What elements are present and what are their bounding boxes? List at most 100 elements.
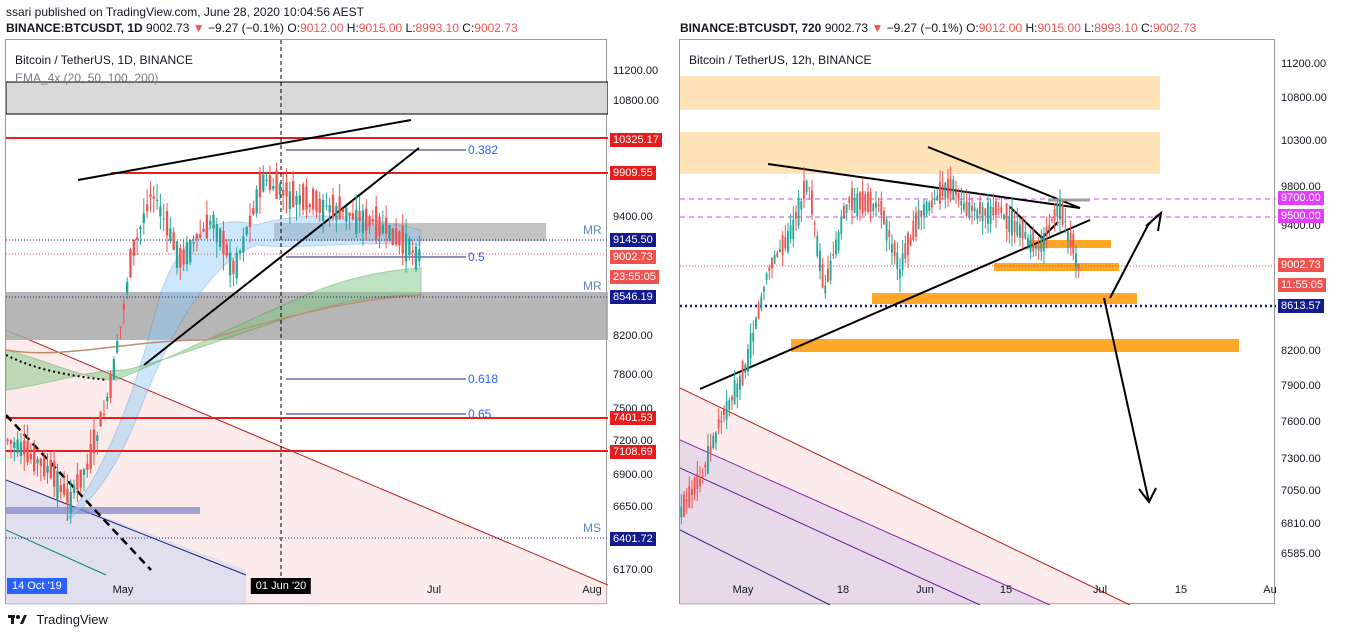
candle-body: [1032, 229, 1035, 252]
candle-body: [733, 380, 736, 405]
candle-body: [288, 191, 292, 209]
candle-body: [13, 442, 16, 449]
candle-body: [228, 252, 232, 276]
candle-body: [381, 224, 384, 234]
candle-body: [755, 317, 757, 329]
candle-body: [843, 206, 845, 219]
candle-body: [963, 203, 965, 210]
left-price-label: 23:55:05: [610, 270, 659, 284]
candle-body: [984, 208, 987, 216]
candle-body: [749, 333, 752, 359]
candle-body: [928, 202, 931, 211]
left-price-axis[interactable]: 11200.00 10800.00 9400.00 8200.00 7800.0…: [607, 39, 669, 604]
candle-body: [1003, 214, 1005, 220]
candle-body: [351, 213, 355, 220]
candle-body: [308, 204, 311, 208]
candle-body: [82, 469, 86, 475]
candle-body: [258, 172, 262, 198]
right-price-label: 11:55:05: [1278, 278, 1327, 292]
right-x-label: 15: [1174, 584, 1188, 596]
left-candles: [6, 162, 421, 524]
right-low: 8993.10: [1094, 21, 1138, 35]
candle-body: [52, 461, 56, 487]
candle-body: [811, 190, 813, 215]
candle-body: [348, 212, 351, 217]
left-low: 8993.10: [415, 21, 459, 35]
candle-body: [725, 401, 728, 420]
candle-body: [265, 179, 268, 181]
right-x-label: Jun: [916, 584, 934, 596]
candle-body: [192, 242, 195, 244]
candle-body: [688, 485, 691, 508]
right-open: 9012.00: [978, 21, 1023, 35]
left-blue-zone: [6, 507, 200, 514]
candle-body: [707, 446, 709, 474]
right-tick: 7900.00: [1281, 380, 1321, 392]
candle-body: [66, 488, 69, 505]
candle-body: [987, 202, 989, 224]
candle-body: [345, 206, 348, 222]
left-change-arrow: ▼: [192, 21, 205, 35]
candle-body: [1043, 233, 1045, 251]
candle-body: [859, 192, 861, 210]
right-chart-panel[interactable]: Bitcoin / TetherUS, 12h, BINANCE: [679, 39, 1276, 605]
left-fib-label-0618: 0.618: [468, 372, 499, 386]
candle-body: [285, 182, 288, 197]
candle-body: [1077, 264, 1080, 268]
right-symbol-line: BINANCE:BTCUSDT, 720 9002.73 ▼ −9.27 (−0…: [680, 21, 1197, 35]
right-price: 9002.73: [824, 21, 869, 35]
candle-body: [936, 195, 939, 201]
right-top-zone-1: [680, 76, 1160, 110]
candle-body: [853, 197, 856, 213]
candle-body: [723, 409, 725, 415]
left-indicator-label: EMA_4x (20, 50, 100, 200): [15, 71, 159, 85]
candle-body: [915, 212, 917, 237]
right-price-axis[interactable]: 11200.00 10800.00 10300.00 9800.00 9400.…: [1275, 39, 1353, 604]
candle-body: [728, 400, 731, 410]
candle-body: [86, 463, 89, 470]
candle-body: [680, 506, 683, 517]
candle-body: [162, 218, 165, 220]
left-symbol-line: BINANCE:BTCUSDT, 1D 9002.73 ▼ −9.27 (−0.…: [6, 21, 518, 35]
candle-body: [856, 193, 859, 217]
candle-body: [298, 195, 301, 205]
right-channel-line-red: [680, 387, 1131, 605]
candle-body: [952, 179, 955, 200]
candle-body: [1053, 209, 1056, 220]
candle-body: [182, 249, 185, 265]
candle-body: [69, 491, 72, 513]
candle-body: [864, 194, 867, 212]
candle-body: [1061, 204, 1064, 225]
candle-body: [832, 254, 835, 256]
candle-body: [744, 364, 747, 373]
candle-body: [792, 219, 795, 240]
left-x-label: May: [112, 584, 134, 596]
candle-body: [781, 235, 784, 255]
candle-body: [907, 232, 909, 256]
right-x-label: 15: [999, 584, 1013, 596]
left-mid-zone: [274, 223, 546, 241]
right-orange-bar-3: [872, 293, 1137, 304]
candle-body: [1045, 226, 1048, 237]
left-price-label: 8546.19: [610, 290, 656, 304]
candle-body: [92, 429, 96, 454]
candle-body: [62, 483, 66, 495]
candle-body: [408, 238, 411, 256]
candle-body: [920, 210, 923, 218]
right-trend-short-1: [1009, 206, 1043, 239]
left-chart-panel[interactable]: Bitcoin / TetherUS, 1D, BINANCE EMA_4x (…: [5, 39, 608, 605]
candle-body: [776, 252, 779, 257]
left-tick: 6650.00: [613, 501, 653, 513]
candle-body: [821, 264, 824, 288]
left-close: 9002.73: [474, 21, 518, 35]
left-top-zone: [6, 81, 608, 115]
candle-body: [731, 396, 733, 401]
candle-body: [840, 216, 843, 235]
right-projection-down-head: [1138, 487, 1157, 504]
left-zone-label-mr1: MR: [583, 223, 602, 237]
right-change-arrow: ▼: [871, 21, 884, 35]
candle-body: [803, 180, 805, 199]
candle-body: [1021, 220, 1024, 239]
candle-body: [278, 183, 282, 195]
left-tick: 6900.00: [613, 469, 653, 481]
